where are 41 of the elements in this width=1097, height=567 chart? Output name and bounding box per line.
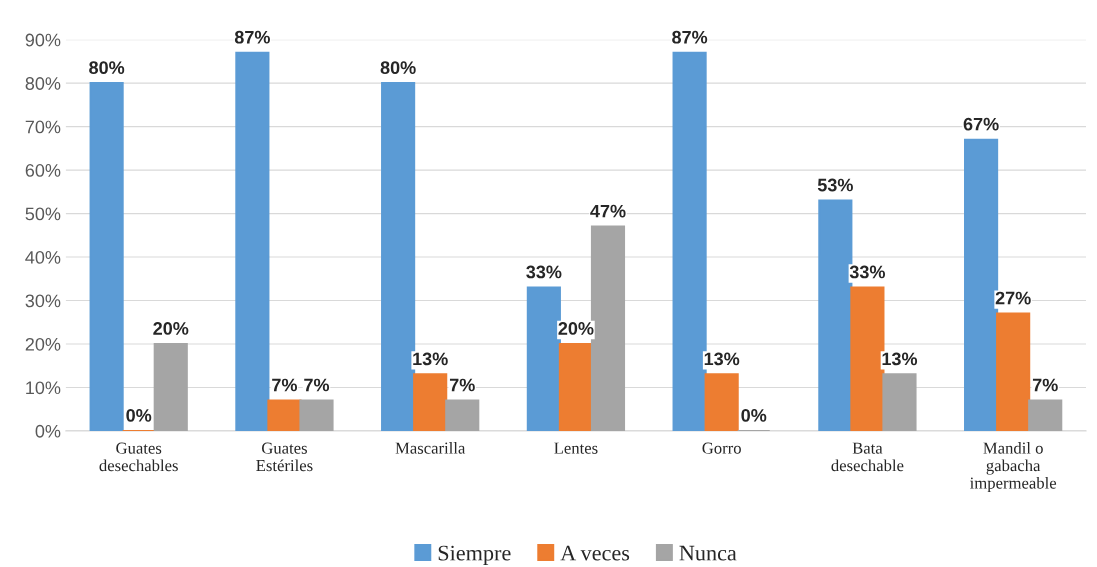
data-label: 87%: [672, 30, 708, 44]
data-label: 80%: [380, 61, 416, 75]
y-tick-label: 0%: [35, 424, 61, 438]
data-label: 20%: [558, 322, 594, 335]
x-tick-label: Lentes: [554, 442, 598, 454]
data-label: 0%: [741, 409, 767, 422]
data-label: 87%: [234, 30, 270, 44]
x-tick-label: Guates Estériles: [256, 442, 313, 472]
data-label: 33%: [526, 265, 562, 279]
y-tick-label: 40%: [25, 250, 61, 264]
data-label: 13%: [704, 352, 740, 366]
data-label: 67%: [963, 117, 999, 131]
data-label: 13%: [882, 352, 918, 366]
y-tick-label: 80%: [25, 77, 61, 90]
data-label: 7%: [1032, 378, 1058, 392]
x-tick-label: Mandil o gabacha impermeable: [970, 442, 1057, 493]
x-tick-label: Gorro: [702, 442, 741, 454]
y-tick-label: 70%: [25, 120, 61, 134]
data-label: 7%: [304, 378, 330, 392]
data-label: 27%: [995, 291, 1031, 305]
data-label: 80%: [89, 61, 125, 75]
data-label: 7%: [449, 378, 475, 392]
data-label: 53%: [817, 178, 853, 192]
data-label: 47%: [590, 204, 626, 218]
x-tick-label: Guates desechables: [99, 442, 178, 472]
legend-label: Nunca: [679, 545, 737, 561]
y-tick-label: 10%: [26, 381, 61, 395]
y-tick-label: 90%: [25, 33, 61, 47]
x-tick-label: Bata desechable: [831, 442, 904, 472]
x-tick-label: Mascarilla: [395, 442, 466, 454]
data-label: 33%: [849, 265, 886, 279]
legend-label: Siempre: [438, 545, 511, 566]
data-label: 0%: [126, 409, 152, 422]
y-tick-label: 50%: [25, 207, 61, 221]
data-label: 7%: [272, 378, 298, 392]
data-label: 13%: [413, 352, 448, 366]
y-tick-label: 30%: [25, 294, 61, 308]
data-label: 20%: [153, 322, 189, 335]
legend-label: A veces: [560, 545, 630, 561]
y-tick-label: 20%: [25, 337, 61, 351]
y-tick-label: 60%: [25, 164, 61, 177]
